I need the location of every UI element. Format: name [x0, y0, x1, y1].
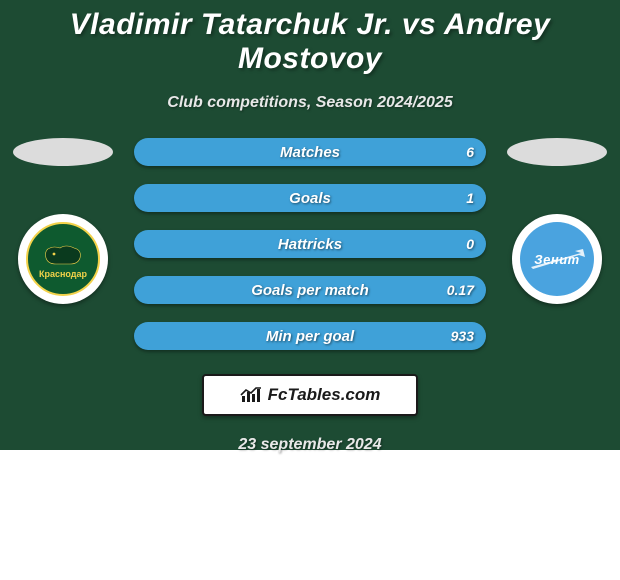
brand-box[interactable]: FcTables.com [202, 374, 418, 416]
krasnodar-badge-inner: Краснодар [26, 222, 100, 296]
zenit-badge-inner: Зенит [520, 222, 594, 296]
stat-bar: Goals per match0.17 [134, 276, 486, 304]
zenit-arrow-icon [529, 249, 585, 269]
chart-icon [240, 386, 262, 404]
stat-label: Matches [134, 138, 486, 166]
brand-text: FcTables.com [268, 385, 381, 405]
stat-value-right: 0 [466, 230, 474, 258]
content-area: Vladimir Tatarchuk Jr. vs Andrey Mostovo… [0, 0, 620, 450]
left-club-badge: Краснодар [18, 214, 108, 304]
canvas: Vladimir Tatarchuk Jr. vs Andrey Mostovo… [0, 0, 620, 580]
right-club-badge: Зенит [512, 214, 602, 304]
left-player-column: Краснодар [8, 138, 118, 304]
stat-bar: Min per goal933 [134, 322, 486, 350]
stat-label: Hattricks [134, 230, 486, 258]
bull-icon [40, 240, 86, 270]
stat-label: Min per goal [134, 322, 486, 350]
page-subtitle: Club competitions, Season 2024/2025 [0, 94, 620, 112]
left-club-label: Краснодар [39, 270, 87, 279]
right-player-placeholder [507, 138, 607, 166]
page-title: Vladimir Tatarchuk Jr. vs Andrey Mostovo… [0, 0, 620, 76]
stats-bars-column: Matches6Goals1Hattricks0Goals per match0… [134, 138, 486, 350]
stat-label: Goals [134, 184, 486, 212]
stat-bar: Goals1 [134, 184, 486, 212]
date-line: 23 september 2024 [0, 436, 620, 454]
stat-value-right: 933 [451, 322, 474, 350]
stat-value-right: 0.17 [447, 276, 474, 304]
stat-value-right: 6 [466, 138, 474, 166]
stat-value-right: 1 [466, 184, 474, 212]
stat-bar: Hattricks0 [134, 230, 486, 258]
main-row: Краснодар Matches6 Goals1 Hattricks0 Goals … [0, 138, 620, 350]
left-player-placeholder [13, 138, 113, 166]
stat-label: Goals per match [134, 276, 486, 304]
right-player-column: Зенит [502, 138, 612, 304]
stat-bar: Matches6 [134, 138, 486, 166]
